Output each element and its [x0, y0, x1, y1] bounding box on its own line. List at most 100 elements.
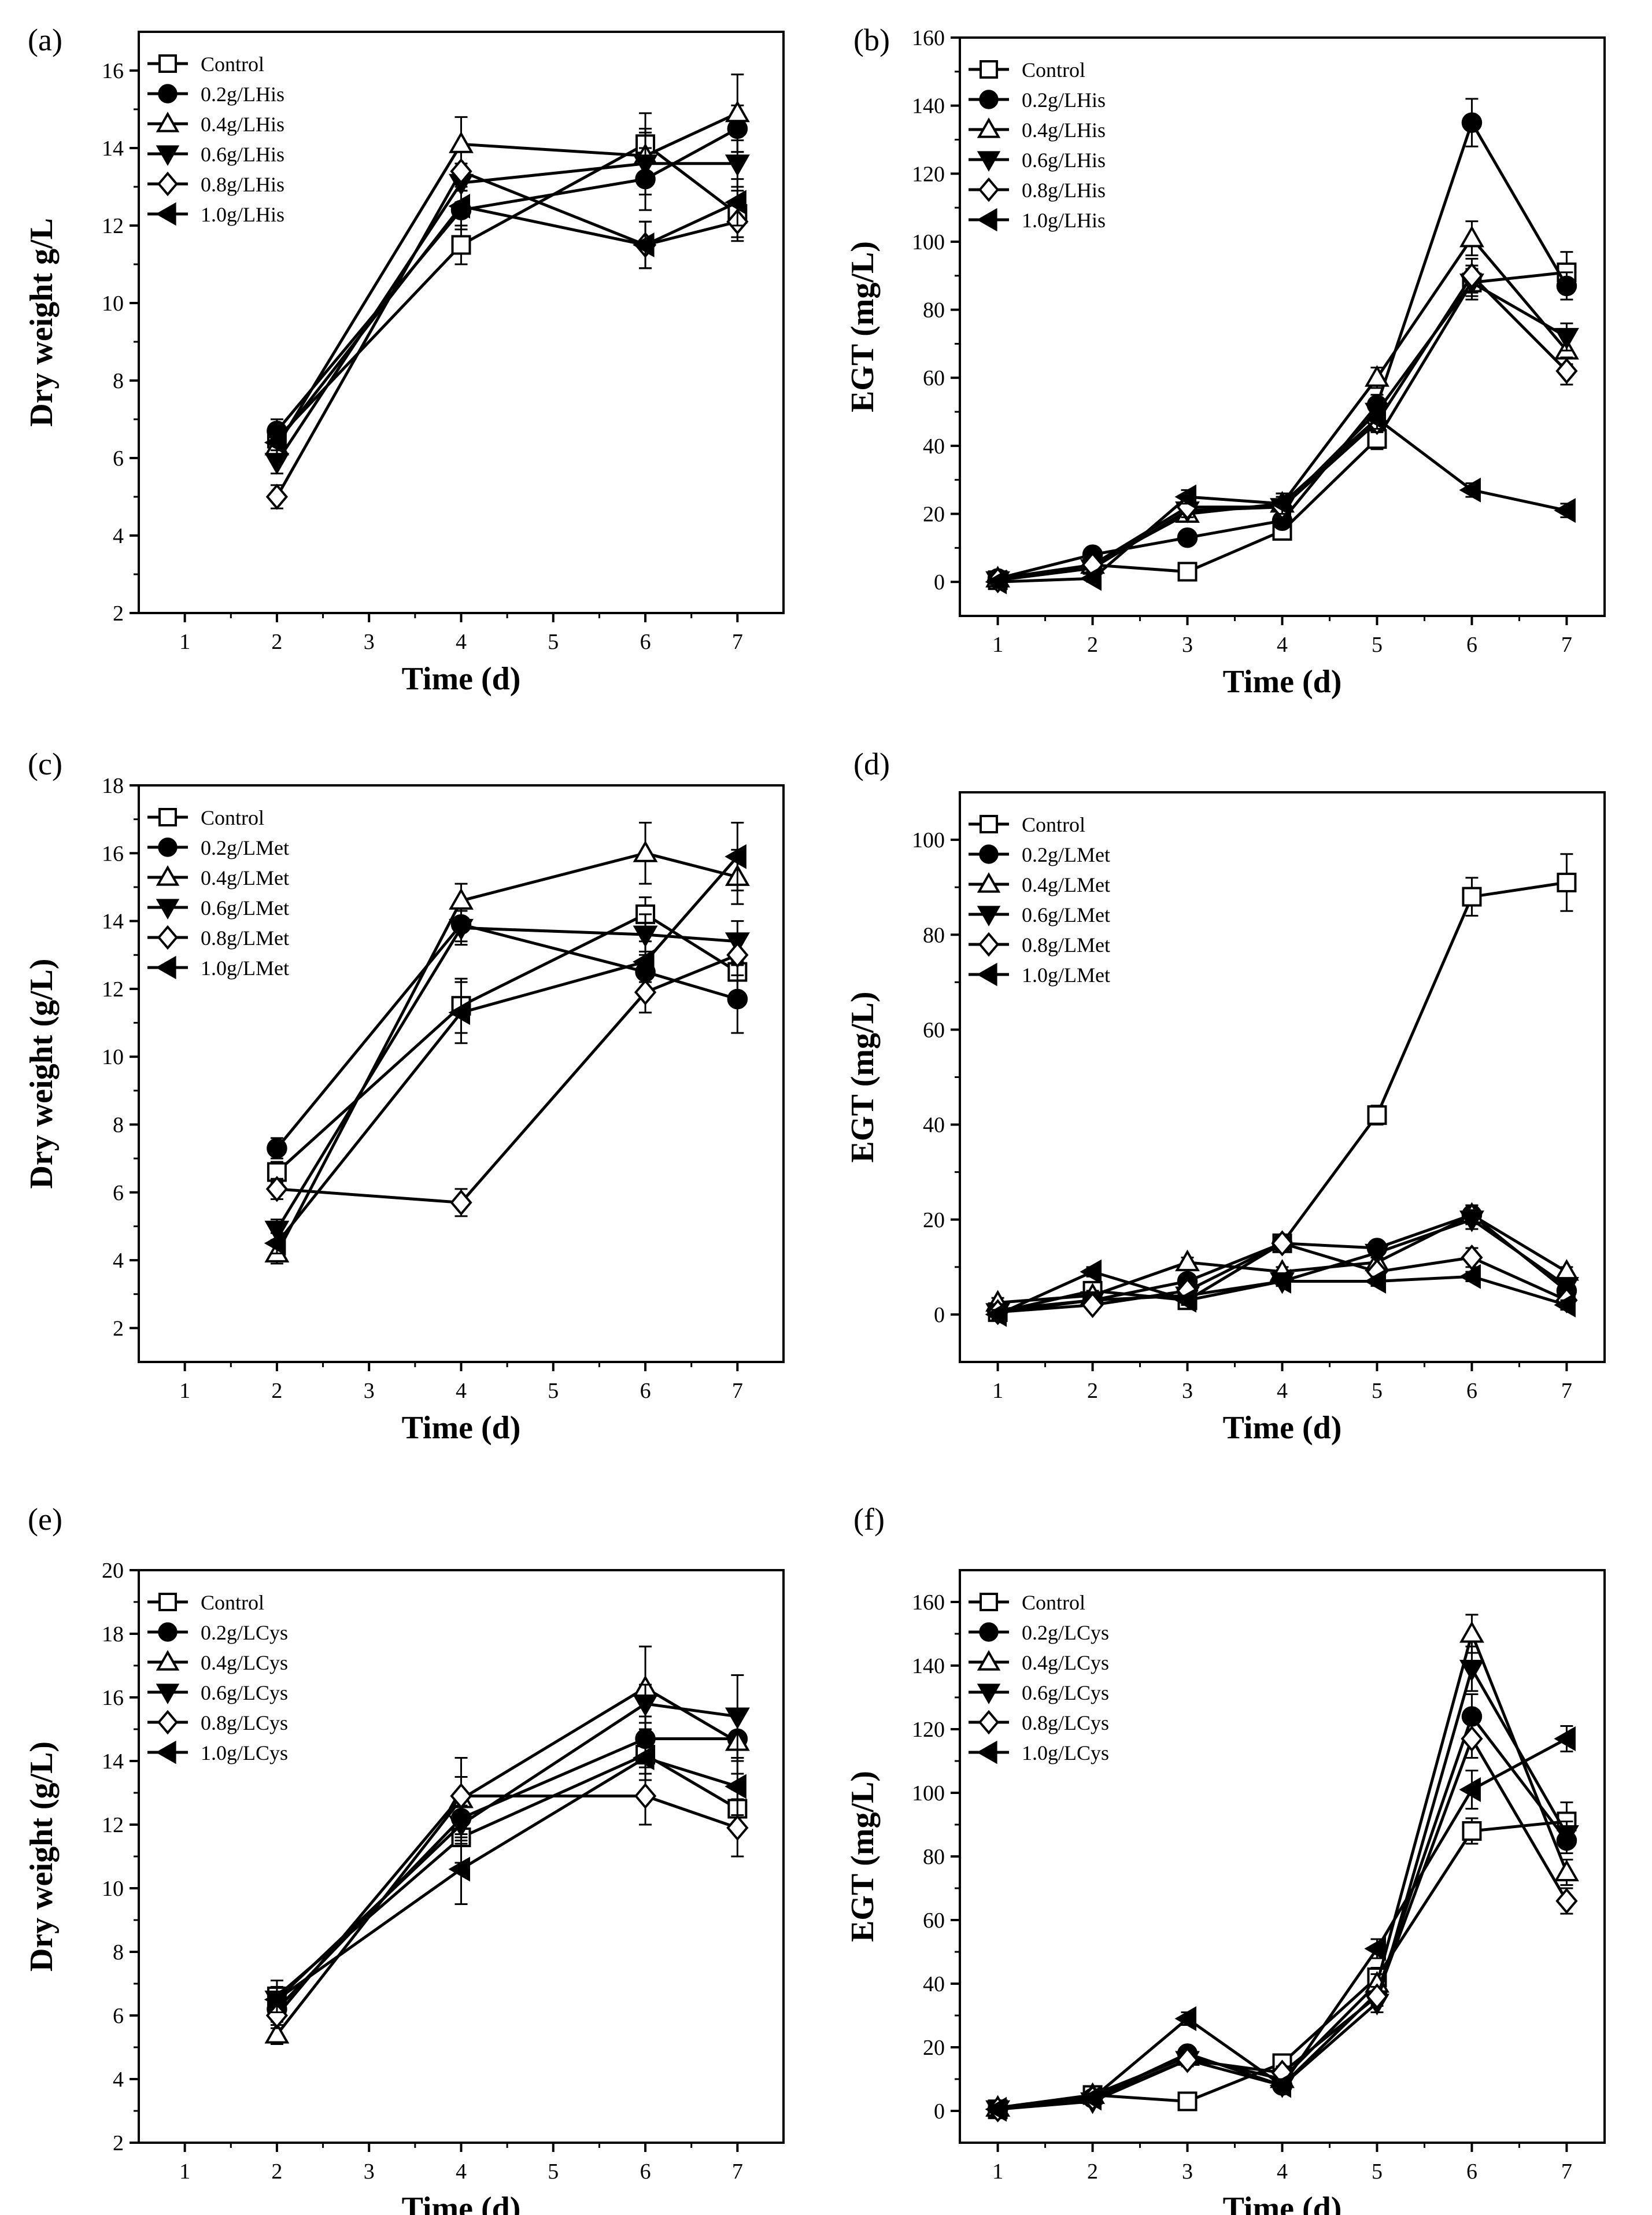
legend-label: 0.2g/LMet: [1022, 843, 1110, 866]
x-tick-label: 1: [179, 1379, 190, 1403]
y-axis-label: EGT (mg/L): [845, 991, 881, 1162]
data-point: [633, 154, 658, 176]
data-point: [1461, 1244, 1483, 1271]
data-point: [1556, 275, 1577, 297]
legend-marker: [977, 906, 1001, 926]
data-point: [264, 1987, 286, 2012]
x-tick-label: 4: [456, 1379, 467, 1403]
panel-label: (f): [853, 1502, 885, 1537]
series-6: [985, 406, 1576, 595]
x-tick-label: 2: [271, 2159, 282, 2184]
data-point: [448, 194, 470, 219]
y-tick-label: 18: [102, 774, 124, 798]
legend-marker: [980, 1593, 998, 1611]
y-axis-label: EGT (mg/L): [845, 241, 881, 412]
series-5: [265, 933, 749, 1217]
series-1: [267, 896, 748, 1183]
data-point: [449, 1815, 474, 1838]
series-3: [264, 822, 750, 1265]
x-tick-label: 5: [1372, 2159, 1383, 2184]
legend-label: 0.4g/LCys: [1022, 1651, 1109, 1674]
x-tick-label: 4: [456, 2159, 467, 2184]
y-tick-label: 100: [912, 230, 945, 254]
chart-panel-d: (d) 1 2 3 4 5 6 7 0 20 40 60 80 100 Time (d) EGT (mg/L…: [827, 734, 1652, 1481]
legend-marker: [156, 1684, 180, 1704]
data-point: [726, 1814, 749, 1841]
legend-label: 0.2g/LCys: [1022, 1621, 1109, 1644]
data-point: [1366, 1983, 1388, 2010]
data-point: [1365, 365, 1389, 387]
data-point: [727, 988, 748, 1010]
x-tick-label: 3: [1182, 2159, 1193, 2184]
legend-marker: [977, 962, 997, 987]
y-tick-label: 4: [113, 2068, 124, 2092]
x-tick-label: 5: [548, 1379, 559, 1403]
y-tick-label: 20: [923, 2036, 945, 2060]
data-point: [1175, 1249, 1200, 1272]
x-tick-label: 1: [992, 633, 1003, 657]
y-tick-label: 20: [923, 1208, 945, 1232]
y-tick-label: 14: [102, 136, 124, 161]
data-point: [985, 2096, 1007, 2122]
legend-label: 0.8g/LHis: [1022, 179, 1106, 202]
data-point: [1081, 1291, 1104, 1319]
data-point: [725, 1707, 750, 1730]
series-5: [265, 1766, 749, 2029]
x-tick-label: 1: [179, 2159, 190, 2184]
data-point: [264, 430, 286, 455]
y-tick-label: 12: [102, 1813, 124, 1837]
legend-label: 0.8g/LMet: [201, 926, 289, 950]
legend-label: Control: [1022, 1591, 1085, 1614]
data-point: [1459, 1210, 1484, 1232]
series-line: [997, 1665, 1568, 2111]
series-line: [275, 926, 738, 1231]
y-tick-label: 40: [923, 1972, 945, 1996]
y-axis-label: Dry weight g/L: [24, 218, 60, 427]
series-4: [264, 1674, 750, 2013]
series-line: [276, 1756, 738, 2001]
legend-label: 0.8g/LCys: [1022, 1711, 1109, 1734]
data-point: [633, 840, 658, 862]
data-point: [633, 1745, 655, 1770]
x-tick-label: 2: [271, 1379, 282, 1403]
chart-f-svg: 1 2 3 4 5 6 7 0 20 40 60 80 100 120 140 160 Time (d) EGT …: [845, 1569, 1606, 2215]
y-tick-label: 2: [113, 1316, 124, 1341]
legend-label: Control: [201, 53, 264, 76]
series-4: [264, 910, 750, 1243]
y-tick-label: 2: [113, 2131, 124, 2155]
data-point: [1557, 872, 1577, 892]
x-tick-label: 2: [271, 630, 282, 654]
x-axis-label: Time (d): [1223, 1410, 1342, 1446]
legend: Control 0.2g/LMet 0.4g/LMet 0.6g/LMet 0.8g/L…: [969, 813, 1110, 987]
x-tick-label: 1: [992, 2159, 1003, 2184]
data-point: [1177, 527, 1198, 548]
x-tick-label: 2: [1087, 633, 1098, 657]
y-tick-label: 8: [113, 369, 124, 393]
legend-label: 1.0g/LCys: [201, 1741, 288, 1764]
data-point: [448, 1856, 470, 1882]
y-axis-label: Dry weight (g/L): [24, 958, 60, 1188]
legend-marker: [977, 208, 997, 232]
data-point: [633, 232, 655, 257]
y-tick-label: 160: [912, 26, 945, 50]
y-tick-label: 8: [113, 1940, 124, 1965]
data-point: [1554, 1259, 1579, 1281]
data-point: [1461, 263, 1483, 289]
legend: Control 0.2g/LHis 0.4g/LHis 0.6g/LHis 0.8g/L…: [969, 58, 1106, 232]
series-line: [275, 855, 739, 1245]
x-tick-label: 4: [1277, 2159, 1288, 2184]
data-point: [1080, 566, 1102, 591]
legend-marker: [156, 1650, 180, 1671]
legend-marker: [158, 808, 177, 826]
data-point: [1364, 1269, 1386, 1294]
data-point: [265, 1176, 289, 1202]
legend-marker: [156, 899, 180, 920]
y-axis-label: EGT (mg/L): [845, 1771, 881, 1942]
y-tick-label: 14: [102, 1749, 124, 1774]
series-line: [276, 1737, 738, 2010]
y-tick-label: 120: [912, 162, 945, 186]
legend-label: 0.6g/LCys: [201, 1681, 288, 1704]
y-tick-label: 2: [113, 601, 124, 626]
data-point: [1554, 1293, 1576, 1317]
data-point: [1080, 1259, 1102, 1284]
